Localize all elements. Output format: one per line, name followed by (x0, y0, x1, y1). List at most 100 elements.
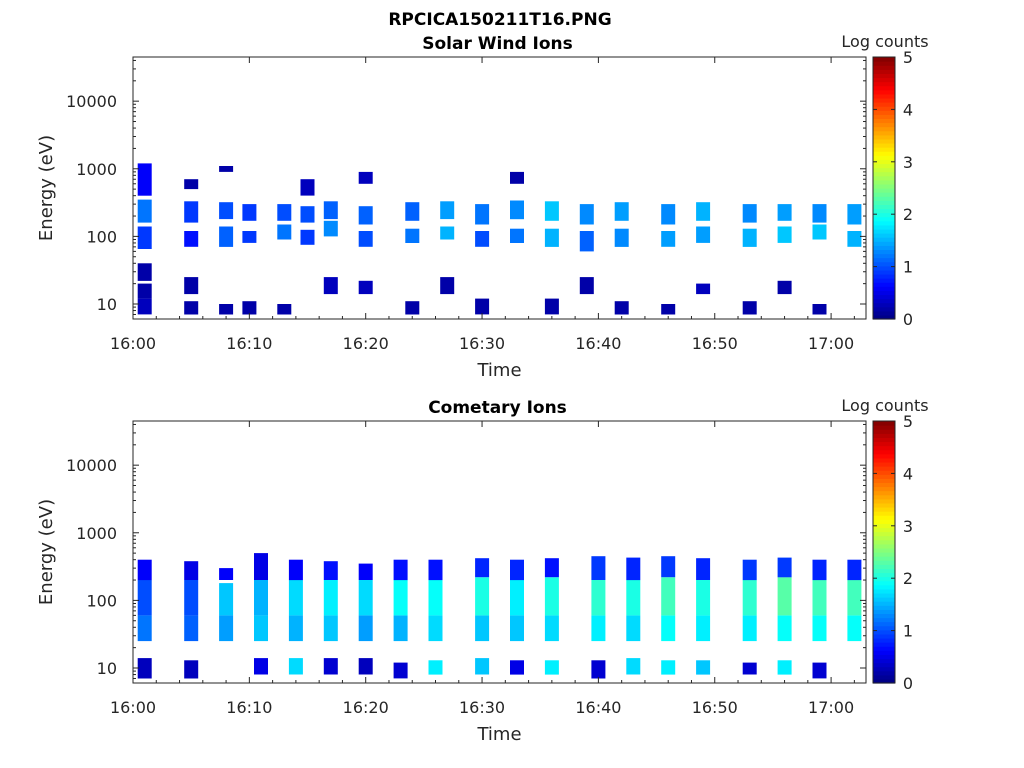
colorbar-swatch (873, 506, 895, 512)
heatmap-cell (579, 204, 594, 225)
heatmap-cell (510, 660, 524, 675)
colorbar-swatch (873, 302, 895, 308)
colorbar-swatch (873, 183, 895, 189)
x-tick-label: 16:50 (692, 698, 738, 717)
heatmap-cell (696, 558, 711, 580)
colorbar-swatch (873, 457, 895, 463)
colorbar-swatch (873, 233, 895, 238)
heatmap-cell (137, 559, 152, 581)
colorbar-swatch (873, 212, 895, 218)
heatmap-cell (544, 577, 559, 616)
heatmap-cell (242, 301, 257, 315)
heatmap-cell (393, 615, 408, 642)
heatmap-cell (742, 580, 757, 616)
colorbar-tick-label: 1 (903, 622, 913, 641)
heatmap-cell (510, 580, 524, 616)
colorbar-tick-label: 5 (903, 48, 913, 67)
colorbar-swatch (873, 511, 895, 516)
heatmap-cell (696, 226, 711, 243)
heatmap-cell (742, 204, 757, 223)
colorbar-swatch (873, 654, 895, 660)
heatmap-cell (184, 301, 199, 315)
colorbar-swatch (873, 57, 895, 62)
colorbar-swatch (873, 151, 895, 156)
heatmap-cell (696, 283, 711, 295)
colorbar-swatch (873, 261, 895, 267)
heatmap-cell (742, 615, 757, 642)
heatmap-cell (812, 615, 827, 642)
colorbar-swatch (873, 282, 895, 287)
colorbar-swatch (873, 494, 895, 500)
y-tick-label: 100 (86, 227, 117, 246)
colorbar-swatch (873, 523, 895, 529)
heatmap-cell (323, 658, 338, 675)
colorbar-tick-label: 2 (903, 205, 913, 224)
heatmap-cell (812, 224, 827, 240)
colorbar-tick-label: 1 (903, 258, 913, 277)
heatmap-cell (579, 277, 594, 295)
x-axis-label: Time (476, 724, 521, 745)
colorbar-swatch (873, 167, 895, 173)
colorbar-tick-label: 0 (903, 310, 913, 329)
cometary-ions-panel: Cometary Ions 16:00 16:10 16:20 16:30 16:40 16… (36, 396, 929, 745)
colorbar-swatch (873, 163, 895, 169)
colorbar-swatch (873, 441, 895, 447)
heatmap-cell (288, 615, 303, 642)
colorbar-swatch (873, 102, 895, 107)
heatmap-cell (254, 580, 268, 616)
colorbar-swatch (873, 126, 895, 132)
colorbar-swatch (873, 539, 895, 545)
colorbar-swatch (873, 502, 895, 508)
colorbar-swatch (873, 253, 895, 259)
colorbar-swatch (873, 290, 895, 296)
colorbar-swatch (873, 621, 895, 627)
colorbar-frame (872, 420, 896, 684)
plot-frame (132, 56, 867, 320)
colorbar-swatch (873, 613, 895, 619)
x-tick-label: 16:40 (575, 334, 621, 353)
figure-title: RPCICA150211T16.PNG (388, 10, 611, 30)
colorbar-swatch (873, 535, 895, 541)
heatmap-cell (742, 228, 757, 247)
heatmap-cell (812, 304, 827, 315)
colorbar-swatch (873, 147, 895, 152)
colorbar-tick-label: 2 (903, 569, 913, 588)
heatmap-cell (393, 580, 408, 616)
heatmap-cell (626, 580, 641, 616)
heatmap-cell (219, 568, 234, 580)
colorbar-swatch (873, 543, 895, 549)
colorbar-swatch (873, 106, 895, 111)
colorbar-swatch (873, 77, 895, 83)
colorbar-swatch (873, 437, 895, 443)
colorbar-swatch (873, 625, 895, 631)
colorbar-swatch (873, 662, 895, 668)
colorbar-swatch (873, 273, 895, 279)
colorbar-swatch (873, 629, 895, 635)
heatmap-cell (777, 557, 792, 578)
colorbar-swatch (873, 138, 895, 144)
heatmap-cell (661, 615, 676, 642)
y-axis-label: Energy (eV) (36, 135, 57, 241)
colorbar-swatch (873, 269, 895, 275)
x-tick-label: 16:10 (226, 698, 272, 717)
colorbar-swatch (873, 449, 895, 455)
heatmap-cell (510, 559, 524, 581)
y-tick-label: 100 (86, 591, 117, 610)
colorbar-swatch (873, 445, 895, 451)
heatmap-cell (591, 660, 606, 679)
colorbar-swatch (873, 584, 895, 590)
colorbar-swatch (873, 73, 895, 79)
colorbar-swatch (873, 306, 895, 312)
heatmap-cell (137, 580, 152, 616)
colorbar-swatch (873, 118, 895, 124)
colorbar-swatch (873, 175, 895, 181)
heatmap-cell (184, 201, 199, 223)
heatmap-cell (812, 559, 827, 581)
colorbar-swatch (873, 429, 895, 434)
colorbar-swatch (873, 609, 895, 614)
heatmap-cell (405, 202, 420, 221)
heatmap-cell (591, 556, 606, 580)
heatmap-cell (614, 202, 629, 221)
colorbar-tick-label: 4 (903, 100, 913, 119)
